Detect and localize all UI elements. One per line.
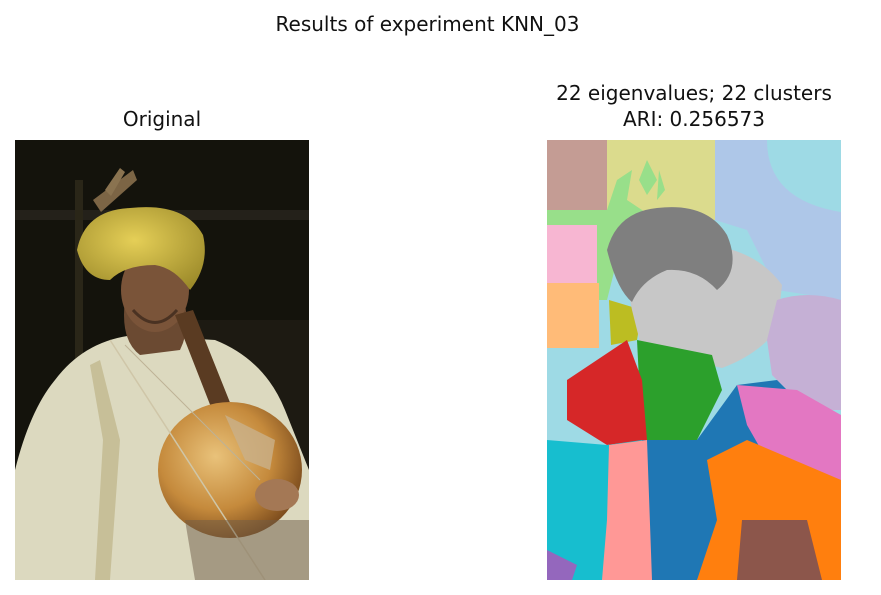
cluster-rose-brown: [547, 140, 607, 210]
original-panel-title: Original: [122, 107, 202, 131]
cluster-brown: [737, 520, 822, 580]
segmentation-panel-title-line1: 22 eigenvalues; 22 clusters: [556, 81, 832, 105]
cluster-salmon: [602, 440, 652, 580]
cluster-magenta: [737, 385, 841, 480]
cluster-red: [567, 340, 647, 445]
cluster-light-gray: [622, 242, 782, 368]
segmentation-image-svg: [547, 140, 841, 580]
segmentation-image: [547, 140, 841, 580]
original-image: [15, 140, 309, 580]
turban: [77, 207, 205, 290]
cluster-pale-blue: [715, 140, 841, 300]
original-image-svg: [15, 140, 309, 580]
cluster-light-pink: [547, 225, 597, 283]
cluster-purple: [547, 550, 577, 580]
cluster-gray: [607, 207, 733, 302]
cluster-lavender: [767, 295, 841, 410]
figure-title: Results of experiment KNN_03: [275, 12, 580, 36]
cluster-green: [637, 340, 722, 440]
segmentation-panel-title-line2: ARI: 0.256573: [622, 107, 765, 131]
cluster-light-orange: [547, 283, 599, 348]
